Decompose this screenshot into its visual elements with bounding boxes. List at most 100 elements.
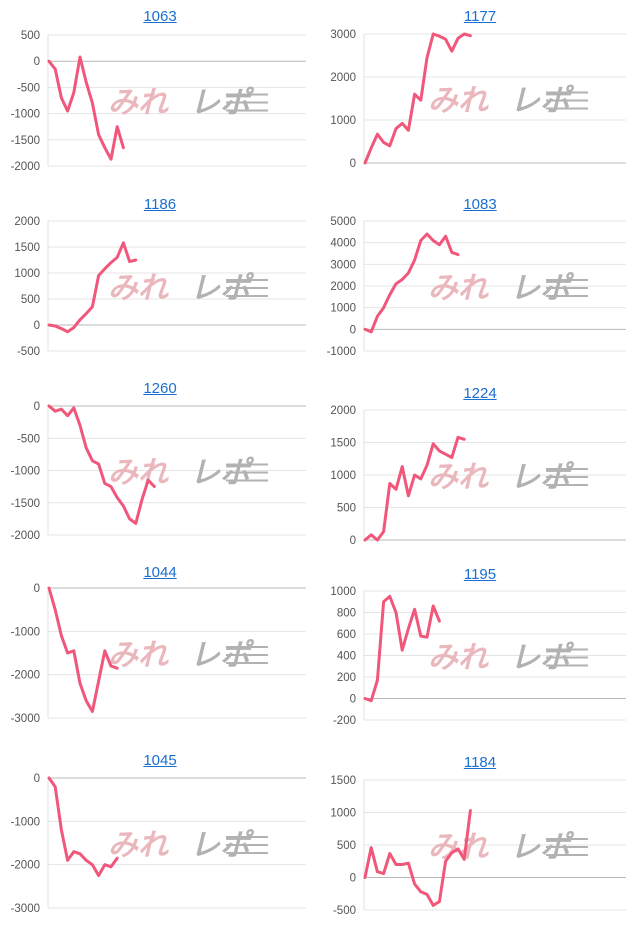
watermark-logo: みれ レポ bbox=[108, 638, 268, 673]
watermark-logo: みれ レポ bbox=[428, 460, 588, 495]
y-tick-label: 4000 bbox=[330, 238, 356, 250]
y-tick-label: 3000 bbox=[330, 29, 356, 41]
chart-panel-1063: 1063 500 0 -500 -1000 -1500 -2000 みれ レポ bbox=[0, 0, 320, 185]
y-tick-label: 400 bbox=[337, 651, 356, 663]
y-tick-label: 2000 bbox=[330, 72, 356, 84]
svg-text:みれ: みれ bbox=[428, 641, 489, 676]
y-tick-label: -500 bbox=[17, 346, 40, 358]
series-line bbox=[363, 232, 460, 334]
chart-svg: 500 0 -500 -1000 -1500 -2000 みれ レポ bbox=[11, 30, 306, 173]
series-line bbox=[363, 32, 472, 165]
y-tick-label: 2000 bbox=[330, 405, 356, 417]
series-line bbox=[47, 55, 125, 161]
watermark-logo: みれ レポ bbox=[108, 86, 268, 121]
y-tick-label: 1000 bbox=[330, 115, 356, 127]
chart-title-link[interactable]: 1184 bbox=[463, 754, 497, 771]
y-tick-label: 0 bbox=[350, 535, 356, 547]
chart-title-link[interactable]: 1083 bbox=[463, 196, 497, 213]
series-line bbox=[47, 586, 119, 713]
chart-panel-1260: 1260 0 -500 -1000 -1500 -2000 みれ レポ bbox=[0, 375, 320, 560]
y-tick-label: 500 bbox=[21, 30, 40, 42]
y-tick-label: -1500 bbox=[11, 498, 40, 510]
y-tick-label: -1000 bbox=[11, 466, 40, 478]
y-tick-label: 0 bbox=[34, 320, 40, 332]
y-tick-label: -2000 bbox=[11, 670, 40, 682]
y-tick-label: 3000 bbox=[330, 259, 356, 271]
chart-title-link[interactable]: 1044 bbox=[143, 564, 177, 581]
chart-panel-1177: 1177 3000 2000 1000 0 みれ レポ bbox=[320, 0, 640, 185]
series-line bbox=[363, 435, 466, 542]
y-tick-label: -3000 bbox=[11, 903, 40, 915]
chart-svg: 3000 2000 1000 0 みれ レポ bbox=[330, 29, 626, 170]
watermark-logo: みれ レポ bbox=[428, 641, 588, 676]
y-tick-label: -1000 bbox=[11, 109, 40, 121]
chart-svg: 1000 800 600 400 200 0 -200 みれ レポ bbox=[330, 586, 626, 727]
chart-svg: 2000 1500 1000 500 0 みれ レポ bbox=[330, 405, 626, 547]
y-tick-label: 0 bbox=[34, 583, 40, 595]
y-tick-label: 1500 bbox=[14, 242, 40, 254]
y-tick-label: 0 bbox=[34, 56, 40, 68]
y-tick-label: 0 bbox=[34, 773, 40, 785]
y-tick-label: 800 bbox=[337, 608, 356, 620]
y-tick-label: -500 bbox=[333, 905, 356, 917]
chart-svg: 5000 4000 3000 2000 1000 0 -1000 みれ レポ bbox=[327, 216, 626, 358]
chart-panel-1195: 1195 1000 800 600 400 200 0 -200 みれ レポ bbox=[320, 560, 640, 745]
y-tick-label: -200 bbox=[333, 715, 356, 727]
y-tick-label: 1000 bbox=[14, 268, 40, 280]
y-tick-label: 0 bbox=[350, 694, 356, 706]
chart-title-link[interactable]: 1177 bbox=[463, 8, 497, 25]
y-tick-label: 2000 bbox=[330, 281, 356, 293]
watermark-logo: みれ レポ bbox=[108, 456, 268, 491]
svg-text:みれ: みれ bbox=[428, 271, 489, 306]
watermark-logo: みれ レポ bbox=[108, 828, 268, 863]
chart-title-link[interactable]: 1063 bbox=[143, 8, 177, 25]
chart-svg: 1500 1000 500 0 -500 みれ レポ bbox=[330, 775, 626, 917]
y-tick-label: 1000 bbox=[330, 303, 356, 315]
chart-svg: 2000 1500 1000 500 0 -500 みれ レポ bbox=[14, 216, 306, 358]
y-tick-label: 500 bbox=[337, 840, 356, 852]
y-tick-label: 0 bbox=[350, 324, 356, 336]
y-tick-label: 1500 bbox=[330, 438, 356, 450]
y-tick-label: 500 bbox=[337, 503, 356, 515]
series-line bbox=[363, 809, 472, 907]
svg-text:みれ: みれ bbox=[108, 86, 169, 121]
series-line bbox=[47, 241, 138, 334]
svg-text:みれ: みれ bbox=[108, 456, 169, 491]
chart-title-link[interactable]: 1195 bbox=[463, 566, 497, 583]
y-tick-label: -1000 bbox=[11, 816, 40, 828]
chart-title-link[interactable]: 1224 bbox=[463, 385, 497, 402]
y-tick-label: -500 bbox=[17, 82, 40, 94]
y-tick-label: 200 bbox=[337, 672, 356, 684]
series-line bbox=[47, 404, 156, 525]
y-tick-label: 1000 bbox=[330, 586, 356, 598]
svg-text:みれ: みれ bbox=[108, 271, 169, 306]
chart-panel-1186: 1186 2000 1500 1000 500 0 -500 みれ レポ bbox=[0, 190, 320, 375]
chart-title-link[interactable]: 1045 bbox=[143, 752, 177, 769]
y-tick-label: -2000 bbox=[11, 530, 40, 542]
y-tick-label: -3000 bbox=[11, 713, 40, 725]
y-tick-label: -1500 bbox=[11, 135, 40, 147]
y-tick-label: 1500 bbox=[330, 775, 356, 787]
y-tick-label: -2000 bbox=[11, 860, 40, 872]
svg-text:みれ: みれ bbox=[428, 84, 489, 119]
y-tick-label: -500 bbox=[17, 433, 40, 445]
y-tick-label: 500 bbox=[21, 294, 40, 306]
chart-svg: 0 -1000 -2000 -3000 みれ レポ bbox=[11, 583, 306, 725]
watermark-logo: みれ レポ bbox=[428, 830, 588, 865]
y-tick-label: 2000 bbox=[14, 216, 40, 228]
y-tick-label: 5000 bbox=[330, 216, 356, 228]
series-line bbox=[363, 594, 441, 703]
y-tick-label: 0 bbox=[350, 158, 356, 170]
y-tick-label: 0 bbox=[34, 401, 40, 413]
chart-title-link[interactable]: 1260 bbox=[143, 380, 177, 397]
chart-panel-1224: 1224 2000 1500 1000 500 0 みれ レポ bbox=[320, 375, 640, 560]
watermark-logo: みれ レポ bbox=[428, 271, 588, 306]
chart-panel-1184: 1184 1500 1000 500 0 -500 みれ レポ bbox=[320, 748, 640, 933]
chart-title-link[interactable]: 1186 bbox=[143, 196, 177, 213]
y-tick-label: -1000 bbox=[327, 346, 356, 358]
y-tick-label: 600 bbox=[337, 629, 356, 641]
chart-panel-1083: 1083 5000 4000 3000 2000 1000 0 -1000 みれ レポ bbox=[320, 190, 640, 375]
watermark-logo: みれ レポ bbox=[108, 271, 268, 306]
y-tick-label: -2000 bbox=[11, 161, 40, 173]
watermark-logo: みれ レポ bbox=[428, 84, 588, 119]
